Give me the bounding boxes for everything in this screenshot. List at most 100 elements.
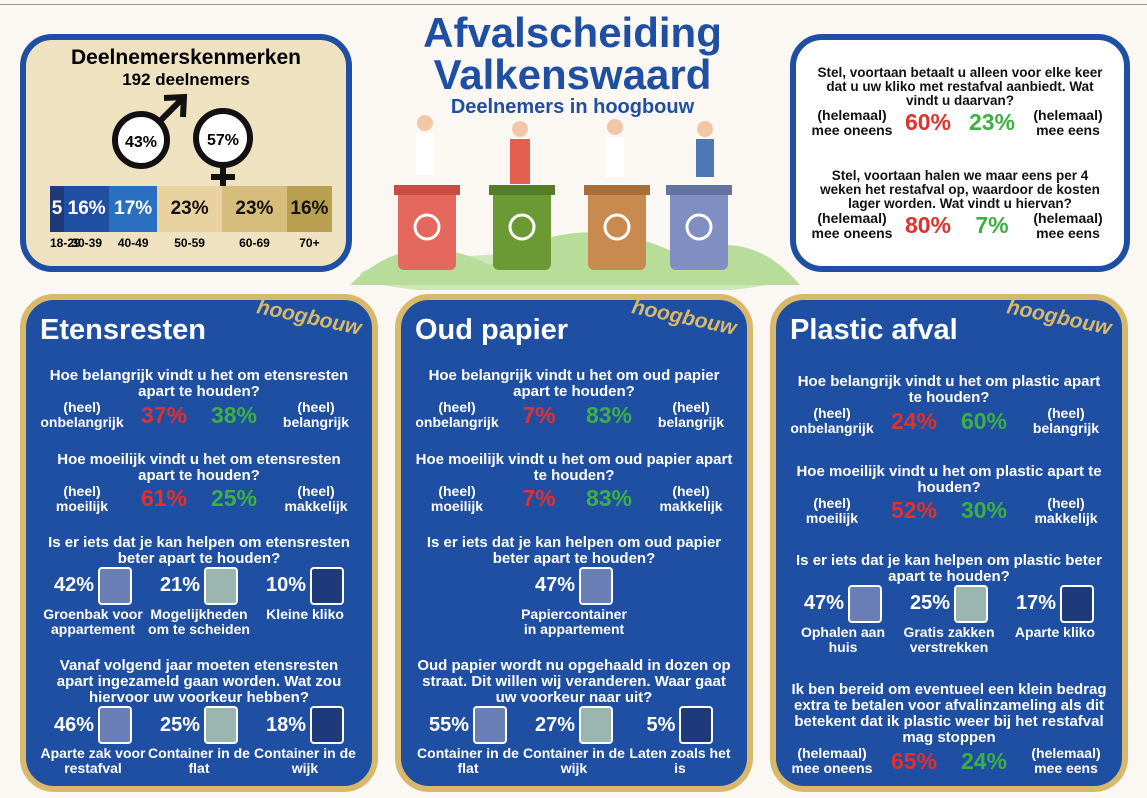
left-value: 7% [509, 402, 569, 429]
general-question: Stel, voortaan betaalt u alleen voor elk… [810, 66, 1110, 138]
participants-title: Deelnemerskenmerken [26, 46, 346, 70]
option: 17% Aparte kliko [1002, 585, 1108, 655]
question: Vanaf volgend jaar moeten etensresten ap… [40, 658, 358, 706]
option-top: 55% [415, 706, 521, 744]
option-label: Aparte kliko [1002, 625, 1108, 640]
option-icon [473, 706, 507, 744]
question: Hoe belangrijk vindt u het om etensreste… [40, 368, 358, 400]
option-top: 25% [896, 585, 1002, 623]
participants-count: 192 deelnemers [26, 70, 346, 90]
age-label: 60-69 [222, 236, 287, 250]
header: Afvalscheiding Valkenswaard Deelnemers i… [360, 12, 785, 119]
left-value: 61% [134, 485, 194, 512]
option-value: 10% [266, 574, 306, 597]
question: Is er iets dat je kan helpen om plastic … [790, 553, 1108, 585]
option-value: 27% [535, 714, 575, 737]
option-icon [1060, 585, 1094, 623]
option: 47%Papiercontainer in appartement [520, 567, 628, 637]
option-icon [954, 585, 988, 623]
option: 5%Laten zoals het is [627, 706, 733, 776]
option-label: Kleine kliko [252, 607, 358, 622]
age-label: 70+ [287, 236, 332, 250]
option-top: 10% [252, 567, 358, 605]
age-value: 16% [287, 186, 332, 232]
option-value: 47% [535, 574, 575, 597]
option-label: Aparte zak voor restafval [40, 746, 146, 776]
option-icon [310, 567, 344, 605]
left-label: (heel) onbelangrijk [40, 400, 124, 430]
right-label: (heel) belangrijk [274, 400, 358, 430]
right-value: 83% [579, 485, 639, 512]
page: Deelnemerskenmerken 192 deelnemers 43% 5… [0, 0, 1147, 798]
option-top: 27% [521, 706, 627, 744]
option: 55%Container in de flat [415, 706, 521, 776]
age-label: 18-29 [50, 236, 64, 250]
section: Is er iets dat je kan helpen om oud papi… [415, 535, 733, 637]
option-label: Gratis zakken verstrekken [896, 625, 1002, 655]
scale-row: (heel) moeilijk7%83%(heel) makkelijk [415, 484, 733, 514]
question: Hoe moeilijk vindt u het om oud papier a… [415, 452, 733, 484]
option-value: 18% [266, 714, 306, 737]
age-segment: 23%60-69 [222, 186, 287, 250]
option-top: 47% [790, 585, 896, 623]
option-icon [98, 567, 132, 605]
option-label: Container in de flat [146, 746, 252, 776]
option-value: 25% [160, 714, 200, 737]
section: Hoe belangrijk vindt u het om oud papier… [415, 368, 733, 430]
gender-icons: 43% 57% [106, 92, 286, 188]
option-icon [98, 706, 132, 744]
option-top: 5% [627, 706, 733, 744]
age-value: 23% [157, 186, 222, 232]
left-value: 37% [134, 402, 194, 429]
option: 25% Container in de flat [146, 706, 252, 776]
age-label: 50-59 [157, 236, 222, 250]
question: Hoe belangrijk vindt u het om plastic ap… [790, 374, 1108, 406]
option-value: 21% [160, 574, 200, 597]
option-label: Groenbak voor appartement [40, 607, 146, 637]
option: 10% Kleine kliko [252, 567, 358, 637]
option-top: 46% [40, 706, 146, 744]
option-icon [579, 706, 613, 744]
question: Is er iets dat je kan helpen om oud papi… [415, 535, 733, 567]
option-icon [848, 585, 882, 623]
option-top: 42% [40, 567, 146, 605]
question: Stel, voortaan halen we maar eens per 4 … [810, 169, 1110, 211]
left-value: 52% [884, 497, 944, 524]
panel-tag: hoogbouw [630, 295, 739, 341]
male-pct: 43% [125, 134, 157, 151]
right-value: 38% [204, 402, 264, 429]
right-value: 83% [579, 402, 639, 429]
right-value: 30% [954, 497, 1014, 524]
option-value: 17% [1016, 592, 1056, 615]
question: Is er iets dat je kan helpen om etensres… [40, 535, 358, 567]
left-label: (heel) onbelangrijk [790, 406, 874, 436]
option-label: Laten zoals het is [627, 746, 733, 776]
right-label: (helemaal) mee eens [1024, 746, 1108, 776]
right-label: (helemaal) mee eens [1026, 211, 1110, 241]
question: Ik ben bereid om eventueel een klein bed… [790, 682, 1108, 746]
left-label: (heel) moeilijk [790, 496, 874, 526]
scale-row: (heel) onbelangrijk7%83%(heel) belangrij… [415, 400, 733, 430]
left-value: 80% [898, 212, 958, 239]
left-value: 7% [509, 485, 569, 512]
options-row: 42%Groenbak voor appartement21%Mogelijkh… [40, 567, 358, 637]
option-icon [204, 567, 238, 605]
panel-title: Plastic afvalhoogbouw [790, 314, 1108, 347]
option: 27%Container in de wijk [521, 706, 627, 776]
scale-row: (heel) onbelangrijk 37% 38% (heel) belangri… [40, 400, 358, 430]
age-label: 30-39 [64, 236, 109, 250]
left-label: (heel) moeilijk [40, 484, 124, 514]
section: Ik ben bereid om eventueel een klein bed… [790, 682, 1108, 776]
options-row: 46%Aparte zak voor restafval 25% Container… [40, 706, 358, 776]
question: Hoe belangrijk vindt u het om oud papier… [415, 368, 733, 400]
left-label: (helemaal) mee oneens [810, 211, 894, 241]
illustration [350, 115, 800, 290]
option: 46%Aparte zak voor restafval [40, 706, 146, 776]
section: Is er iets dat je kan helpen om plastic … [790, 553, 1108, 655]
right-label: (heel) makkelijk [274, 484, 358, 514]
right-label: (heel) makkelijk [649, 484, 733, 514]
option-value: 42% [54, 574, 94, 597]
